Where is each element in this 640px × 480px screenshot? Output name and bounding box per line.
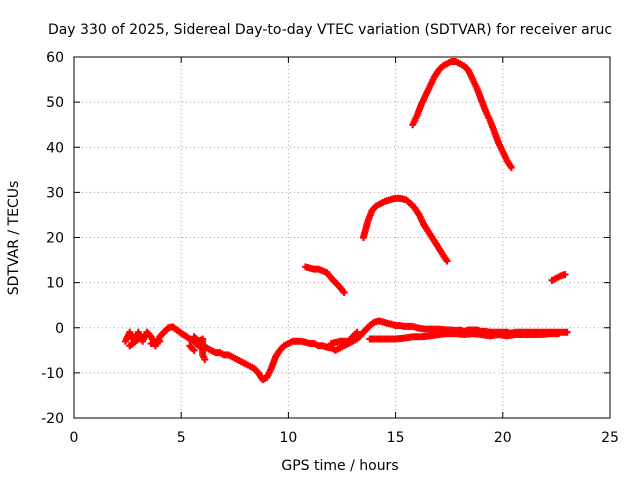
x-tick-label: 15 (387, 430, 405, 446)
data-point (555, 330, 563, 338)
chart-title: Day 330 of 2025, Sidereal Day-to-day VTE… (48, 22, 612, 38)
data-point (340, 289, 348, 297)
data-point (201, 355, 209, 363)
data-point (190, 346, 198, 354)
y-tick-label: 40 (46, 140, 64, 156)
x-tick-label: 20 (494, 430, 512, 446)
data-point (443, 257, 451, 265)
y-tick-label: -10 (41, 366, 64, 382)
data-point (353, 328, 361, 336)
y-tick-label: 10 (46, 276, 64, 292)
grid-lines (74, 57, 610, 418)
x-tick-label: 5 (177, 430, 186, 446)
y-tick-label: 0 (55, 321, 64, 337)
y-tick-label: 30 (46, 185, 64, 201)
data-points (121, 58, 571, 384)
x-axis-label: GPS time / hours (281, 458, 398, 474)
y-axis-label: SDTVAR / TECUs (6, 181, 22, 296)
x-tick-label: 25 (601, 430, 619, 446)
axis-ticks (73, 56, 611, 419)
tick-labels: 0 5 10 15 20 25 -20 -10 0 10 20 30 40 50 60 (41, 50, 619, 446)
data-point (156, 337, 164, 345)
data-series-5 (548, 271, 569, 284)
y-tick-label: 20 (46, 231, 64, 247)
x-tick-label: 0 (70, 430, 79, 446)
y-tick-label: 50 (46, 95, 64, 111)
data-series-2 (302, 263, 348, 297)
data-point (134, 335, 142, 343)
data-point (561, 271, 569, 279)
data-point (563, 328, 571, 336)
y-tick-label: 60 (46, 50, 64, 66)
x-tick-label: 10 (279, 430, 297, 446)
data-series-1 (121, 317, 571, 384)
data-series-4 (409, 58, 515, 172)
y-tick-label: -20 (41, 411, 64, 427)
data-point (507, 164, 515, 172)
data-series-3 (359, 194, 451, 265)
